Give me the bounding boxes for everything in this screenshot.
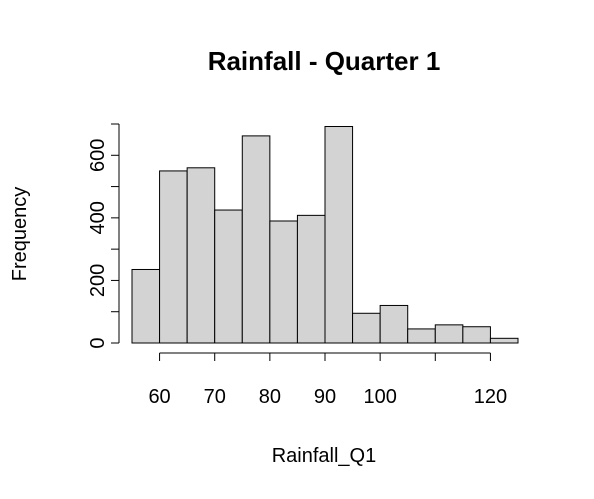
histogram-bar-6 (296, 214, 326, 344)
histogram-bar-4 (241, 135, 271, 344)
x-tick-label-4: 100 (363, 386, 396, 408)
y-axis-label: Frequency (9, 187, 31, 282)
y-axis: 0 200 400 600 (87, 123, 120, 349)
chart-title: Rainfall - Quarter 1 (208, 46, 441, 76)
histogram-bar-0 (131, 268, 161, 344)
histogram-bar-9 (379, 304, 409, 344)
histogram-bar-12 (462, 326, 491, 344)
y-tick-label-0: 0 (87, 337, 109, 348)
y-tick-label-2: 200 (87, 264, 109, 297)
x-tick-label-3: 90 (314, 386, 336, 408)
histogram-bar-7 (324, 126, 354, 344)
histogram-bar-1 (159, 170, 188, 344)
x-tick-label-1: 70 (204, 386, 226, 408)
x-tick-label-2: 80 (259, 386, 281, 408)
histogram-bar-11 (434, 324, 464, 344)
y-tick-label-6: 600 (87, 139, 109, 172)
x-axis: 60 70 80 90 100 120 (148, 352, 507, 408)
histogram-bar-2 (186, 167, 216, 344)
x-tick-label-6: 120 (474, 386, 507, 408)
histogram-bar-5 (269, 220, 298, 344)
histogram-bar-10 (407, 328, 436, 344)
y-tick-label-4: 400 (87, 201, 109, 234)
histogram-bar-8 (352, 312, 381, 344)
bars-group (131, 126, 519, 344)
histogram-bar-13 (489, 337, 519, 344)
histogram-bar-3 (214, 209, 243, 344)
x-axis-label: Rainfall_Q1 (272, 445, 377, 467)
x-tick-label-0: 60 (148, 386, 170, 408)
